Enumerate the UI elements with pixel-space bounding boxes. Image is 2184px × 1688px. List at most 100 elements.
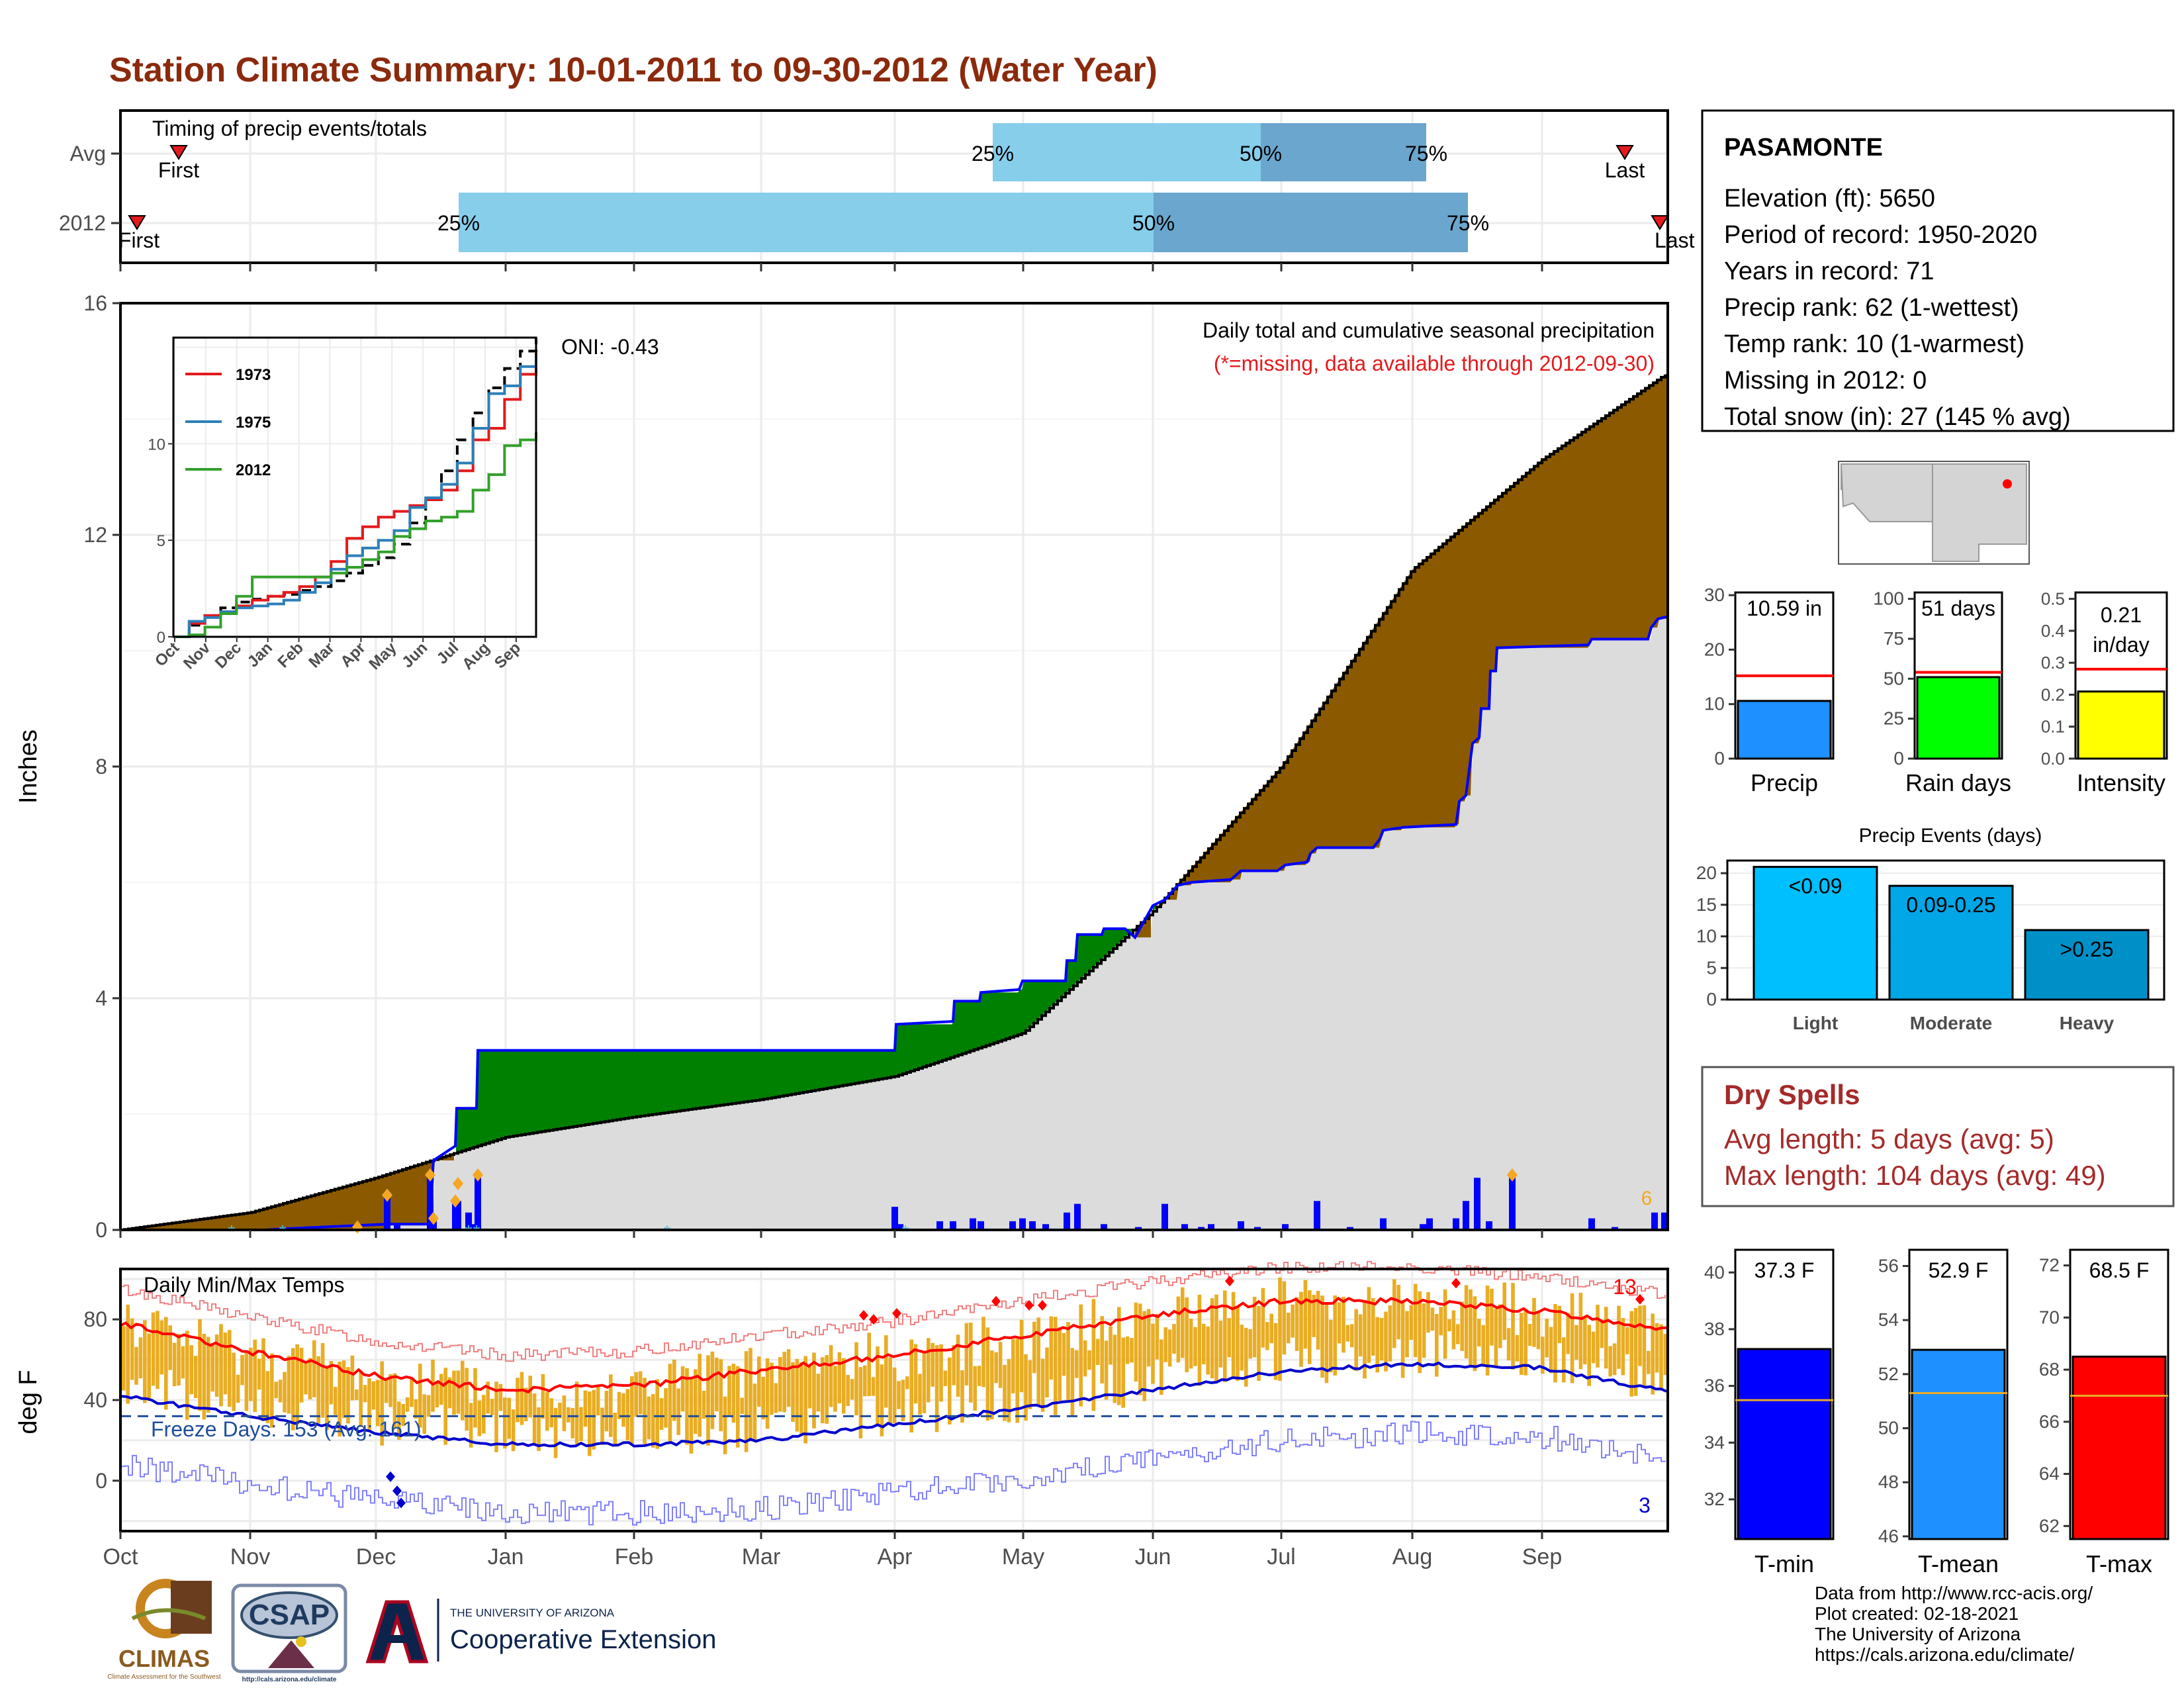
daily-temp-bar <box>549 1398 553 1428</box>
station-detail: Missing in 2012: 0 <box>1724 367 1927 395</box>
tmean-bar-ytick: 54 <box>1878 1309 1899 1330</box>
daily-precip-bar <box>1208 1224 1214 1230</box>
credit-line: https://cals.arizona.edu/climate/ <box>1815 1644 2074 1665</box>
low-record-count: 3 <box>1639 1493 1651 1517</box>
daily-temp-bar <box>850 1379 854 1400</box>
daily-temp-bar <box>249 1347 253 1401</box>
daily-temp-bar <box>376 1380 380 1427</box>
station-detail: Total snow (in): 27 (145 % avg) <box>1724 403 2071 431</box>
timing-avg-p50: 50% <box>1240 142 1282 165</box>
daily-precip-bar <box>1347 1227 1353 1230</box>
daily-temp-bar <box>664 1387 668 1428</box>
daily-temp-bar <box>939 1344 943 1402</box>
precip-surplus-area <box>456 929 1133 1153</box>
events-bar <box>1752 866 1878 1001</box>
daily-temp-bar <box>858 1367 863 1438</box>
daily-temp-bar <box>236 1374 240 1403</box>
daily-temp-bar <box>1337 1302 1342 1344</box>
daily-temp-bar <box>299 1348 304 1403</box>
tmean-bar: 46 48 50 52 54 56 52.9 F T-mean <box>1878 1248 2009 1577</box>
daily-temp-bar <box>1181 1287 1185 1358</box>
daily-temp-bar <box>562 1395 567 1431</box>
daily-temp-bar <box>694 1369 698 1434</box>
daily-temp-bar <box>973 1366 977 1411</box>
tmean-bar-ytick: 50 <box>1878 1418 1899 1438</box>
daily-precip-bar <box>1661 1212 1668 1230</box>
daily-temp-bar <box>579 1407 583 1442</box>
daily-temp-bar <box>1167 1329 1172 1367</box>
daily-temp-bar <box>270 1353 274 1428</box>
record-low-marker-icon <box>396 1497 406 1509</box>
daily-temp-bar <box>1329 1319 1333 1373</box>
daily-temp-bar <box>1600 1319 1604 1348</box>
daily-temp-bar <box>931 1342 934 1387</box>
daily-temp-bar <box>435 1382 439 1408</box>
ua-extension: Cooperative Extension <box>450 1625 716 1654</box>
tmax-bar-ytick: 70 <box>2039 1307 2060 1327</box>
daily-temp-bar <box>134 1346 138 1385</box>
trace-marker-icon: * <box>465 1221 473 1242</box>
precip-mini-value-label: 10.59 in <box>1747 596 1822 620</box>
timing-avg-p75: 75% <box>1405 142 1447 165</box>
daily-temp-bar <box>998 1341 1003 1388</box>
daily-temp-bar <box>863 1365 867 1397</box>
daily-temp-bar <box>223 1332 228 1395</box>
daily-temp-bar <box>1138 1303 1142 1395</box>
daily-temp-bar <box>1532 1297 1536 1347</box>
daily-temp-bar <box>706 1355 710 1446</box>
daily-precip-bar <box>1314 1201 1320 1230</box>
daily-temp-bar <box>918 1374 922 1415</box>
daily-temp-bar <box>443 1368 447 1445</box>
trace-marker-icon: * <box>664 1221 671 1242</box>
daily-temp-bar <box>1506 1328 1511 1361</box>
daily-temp-bar <box>685 1368 689 1445</box>
snow-marker-icon <box>425 1168 435 1182</box>
daily-temp-bar <box>1354 1309 1358 1372</box>
events-frame <box>1726 859 2165 1001</box>
daily-temp-bar <box>545 1391 549 1431</box>
events-bar-label: >0.25 <box>2060 937 2114 961</box>
rain-days-mini-ytick: 100 <box>1873 588 1904 609</box>
daily-temp-bar <box>537 1407 541 1451</box>
intensity-mini-xlabel: Intensity <box>2077 769 2165 796</box>
daily-temp-bar <box>1625 1327 1629 1354</box>
daily-temp-bar <box>1596 1304 1600 1368</box>
daily-temp-bar <box>1541 1336 1545 1374</box>
daily-temp-bar <box>181 1346 185 1379</box>
daily-temp-bar <box>837 1352 842 1404</box>
daily-temp-bar <box>367 1378 371 1431</box>
precip-mini-xlabel: Precip <box>1751 769 1818 796</box>
daily-temp-bar <box>1456 1324 1460 1344</box>
daily-temp-bar <box>232 1352 236 1411</box>
daily-temp-bar <box>388 1374 392 1407</box>
daily-temp-bar <box>934 1345 939 1432</box>
daily-temp-bar <box>1231 1291 1236 1377</box>
month-label: Jul <box>1267 1544 1295 1570</box>
intensity-mini-ytick: 0.4 <box>2041 621 2065 641</box>
high-record-count: 13 <box>1613 1275 1637 1299</box>
daily-temp-bar <box>1574 1325 1578 1360</box>
daily-temp-bar <box>876 1346 880 1426</box>
daily-temp-bar <box>1130 1338 1134 1363</box>
tmin-bar-ytick: 38 <box>1704 1319 1725 1339</box>
daily-temp-bar <box>588 1391 592 1456</box>
daily-temp-bar <box>516 1378 520 1423</box>
daily-temp-bar <box>341 1360 346 1419</box>
daily-temp-bar <box>731 1364 736 1423</box>
daily-temp-bar <box>1091 1299 1096 1411</box>
daily-temp-bar <box>312 1340 316 1397</box>
daily-temp-bar <box>1367 1287 1371 1363</box>
daily-temp-bar <box>1460 1301 1464 1351</box>
daily-temp-bar <box>846 1375 850 1407</box>
daily-temp-bar <box>994 1352 998 1383</box>
daily-temp-bar <box>477 1400 482 1436</box>
timing-2012-first: First <box>118 228 159 252</box>
daily-temp-bar <box>410 1377 414 1407</box>
daily-temp-bar <box>1291 1304 1295 1338</box>
daily-temp-bar <box>1430 1307 1435 1331</box>
daily-temp-bar <box>1028 1360 1032 1409</box>
daily-temp-bar <box>1151 1323 1155 1384</box>
snow-marker-icon <box>453 1177 463 1190</box>
daily-temp-bar <box>1218 1321 1223 1368</box>
daily-temp-bar <box>1096 1338 1100 1365</box>
